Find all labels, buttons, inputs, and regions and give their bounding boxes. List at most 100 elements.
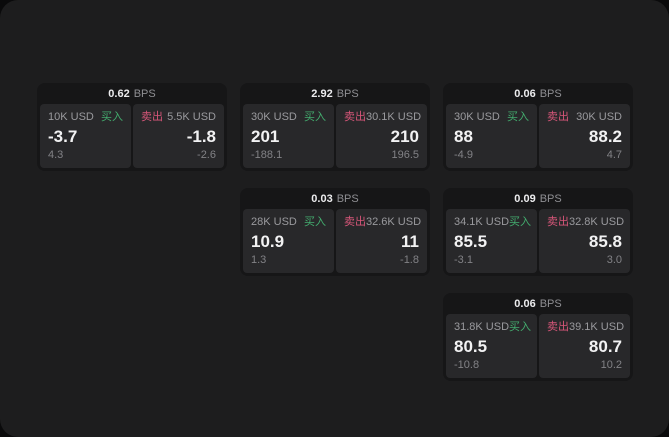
sell-delta: -1.8 [400, 254, 419, 266]
bps-value: 0.62 [108, 87, 130, 100]
buy-side-label: 买入 [304, 216, 326, 228]
card-body: 10K USD 买入 -3.7 4.3 卖出 5.5K USD -1.8 -2.… [37, 104, 227, 171]
buy-amount: 34.1K USD [454, 216, 510, 228]
buy-delta: 1.3 [251, 254, 267, 266]
sell-amount: 32.6K USD [366, 216, 422, 228]
buy-delta: -4.9 [454, 149, 473, 161]
sell-side-label: 卖出 [547, 321, 569, 333]
sell-quote-cell[interactable]: 卖出 30K USD 88.2 4.7 [539, 104, 630, 168]
card-body: 30K USD 买入 88 -4.9 卖出 30K USD 88.2 4.7 [443, 104, 633, 171]
sell-amount: 30K USD [576, 111, 622, 123]
buy-side-label: 买入 [304, 111, 326, 123]
sell-cell-top: 卖出 30.1K USD [344, 111, 422, 124]
buy-cell-top: 10K USD 买入 [48, 111, 123, 124]
buy-side-label: 买入 [509, 321, 532, 333]
sell-amount: 39.1K USD [569, 321, 625, 333]
buy-quote-cell[interactable]: 30K USD 买入 201 -188.1 [243, 104, 334, 168]
sell-price: 88.2 [588, 127, 622, 146]
buy-side-label: 买入 [507, 111, 529, 123]
bps-unit-label: BPS [539, 297, 562, 310]
sell-cell-top: 卖出 32.6K USD [344, 216, 422, 229]
sell-side-label: 卖出 [344, 216, 366, 228]
buy-price: 80.5 [454, 337, 488, 356]
sell-quote-cell[interactable]: 卖出 30.1K USD 210 196.5 [336, 104, 427, 168]
quote-card: 2.92 BPS 30K USD 买入 201 -188.1 卖出 30.1K … [240, 83, 430, 171]
bps-value: 0.06 [514, 87, 536, 100]
card-header: 0.09 BPS [443, 188, 633, 209]
buy-amount: 28K USD [251, 216, 297, 228]
sell-quote-cell[interactable]: 卖出 39.1K USD 80.7 10.2 [539, 314, 630, 378]
sell-price: 11 [401, 232, 419, 251]
sell-delta: 3.0 [606, 254, 622, 266]
card-header: 0.06 BPS [443, 293, 633, 314]
bps-unit-label: BPS [133, 87, 156, 100]
quote-card: 0.06 BPS 30K USD 买入 88 -4.9 卖出 30K USD 8… [443, 83, 633, 171]
sell-cell-top: 卖出 30K USD [547, 111, 622, 124]
buy-delta: -10.8 [454, 359, 480, 371]
card-body: 30K USD 买入 201 -188.1 卖出 30.1K USD 210 1… [240, 104, 430, 171]
sell-quote-cell[interactable]: 卖出 32.8K USD 85.8 3.0 [539, 209, 630, 273]
sell-side-label: 卖出 [547, 216, 569, 228]
sell-amount: 32.8K USD [569, 216, 625, 228]
sell-amount: 30.1K USD [366, 111, 422, 123]
quote-card: 0.09 BPS 34.1K USD 买入 85.5 -3.1 卖出 32.8K… [443, 188, 633, 276]
sell-cell-top: 卖出 32.8K USD [547, 216, 625, 229]
sell-price: -1.8 [186, 127, 216, 146]
buy-cell-top: 30K USD 买入 [251, 111, 326, 124]
bps-unit-label: BPS [336, 87, 359, 100]
sell-quote-cell[interactable]: 卖出 32.6K USD 11 -1.8 [336, 209, 427, 273]
buy-price: 88 [454, 127, 473, 146]
buy-quote-cell[interactable]: 30K USD 买入 88 -4.9 [446, 104, 537, 168]
buy-price: 201 [251, 127, 280, 146]
sell-cell-top: 卖出 39.1K USD [547, 321, 625, 334]
buy-quote-cell[interactable]: 28K USD 买入 10.9 1.3 [243, 209, 334, 273]
card-body: 28K USD 买入 10.9 1.3 卖出 32.6K USD 11 -1.8 [240, 209, 430, 276]
buy-price: 10.9 [251, 232, 285, 251]
quote-card: 0.06 BPS 31.8K USD 买入 80.5 -10.8 卖出 39.1… [443, 293, 633, 381]
bps-value: 0.09 [514, 192, 536, 205]
buy-amount: 10K USD [48, 111, 94, 123]
bps-unit-label: BPS [336, 192, 359, 205]
sell-delta: -2.6 [197, 149, 216, 161]
sell-delta: 196.5 [391, 149, 419, 161]
quote-card: 0.62 BPS 10K USD 买入 -3.7 4.3 卖出 5.5K USD… [37, 83, 227, 171]
buy-quote-cell[interactable]: 10K USD 买入 -3.7 4.3 [40, 104, 131, 168]
sell-price: 210 [390, 127, 419, 146]
bps-unit-label: BPS [539, 87, 562, 100]
buy-delta: 4.3 [48, 149, 64, 161]
sell-price: 80.7 [588, 337, 622, 356]
quote-card: 0.03 BPS 28K USD 买入 10.9 1.3 卖出 32.6K US… [240, 188, 430, 276]
buy-cell-top: 31.8K USD 买入 [454, 321, 532, 334]
buy-delta: -3.1 [454, 254, 473, 266]
buy-cell-top: 30K USD 买入 [454, 111, 529, 124]
card-body: 31.8K USD 买入 80.5 -10.8 卖出 39.1K USD 80.… [443, 314, 633, 381]
bps-value: 2.92 [311, 87, 333, 100]
sell-delta: 10.2 [600, 359, 622, 371]
sell-quote-cell[interactable]: 卖出 5.5K USD -1.8 -2.6 [133, 104, 224, 168]
bps-unit-label: BPS [539, 192, 562, 205]
buy-price: -3.7 [48, 127, 78, 146]
sell-amount: 5.5K USD [167, 111, 216, 123]
card-body: 34.1K USD 买入 85.5 -3.1 卖出 32.8K USD 85.8… [443, 209, 633, 276]
sell-price: 85.8 [588, 232, 622, 251]
sell-cell-top: 卖出 5.5K USD [141, 111, 216, 124]
sell-side-label: 卖出 [141, 111, 163, 123]
buy-quote-cell[interactable]: 31.8K USD 买入 80.5 -10.8 [446, 314, 537, 378]
card-header: 0.62 BPS [37, 83, 227, 104]
bps-value: 0.06 [514, 297, 536, 310]
sell-delta: 4.7 [606, 149, 622, 161]
buy-side-label: 买入 [509, 216, 532, 228]
sell-side-label: 卖出 [547, 111, 569, 123]
buy-side-label: 买入 [101, 111, 123, 123]
buy-amount: 31.8K USD [454, 321, 510, 333]
bps-value: 0.03 [311, 192, 333, 205]
buy-delta: -188.1 [251, 149, 283, 161]
buy-amount: 30K USD [251, 111, 297, 123]
card-header: 2.92 BPS [240, 83, 430, 104]
buy-quote-cell[interactable]: 34.1K USD 买入 85.5 -3.1 [446, 209, 537, 273]
sell-side-label: 卖出 [344, 111, 366, 123]
buy-cell-top: 34.1K USD 买入 [454, 216, 532, 229]
card-header: 0.03 BPS [240, 188, 430, 209]
card-header: 0.06 BPS [443, 83, 633, 104]
